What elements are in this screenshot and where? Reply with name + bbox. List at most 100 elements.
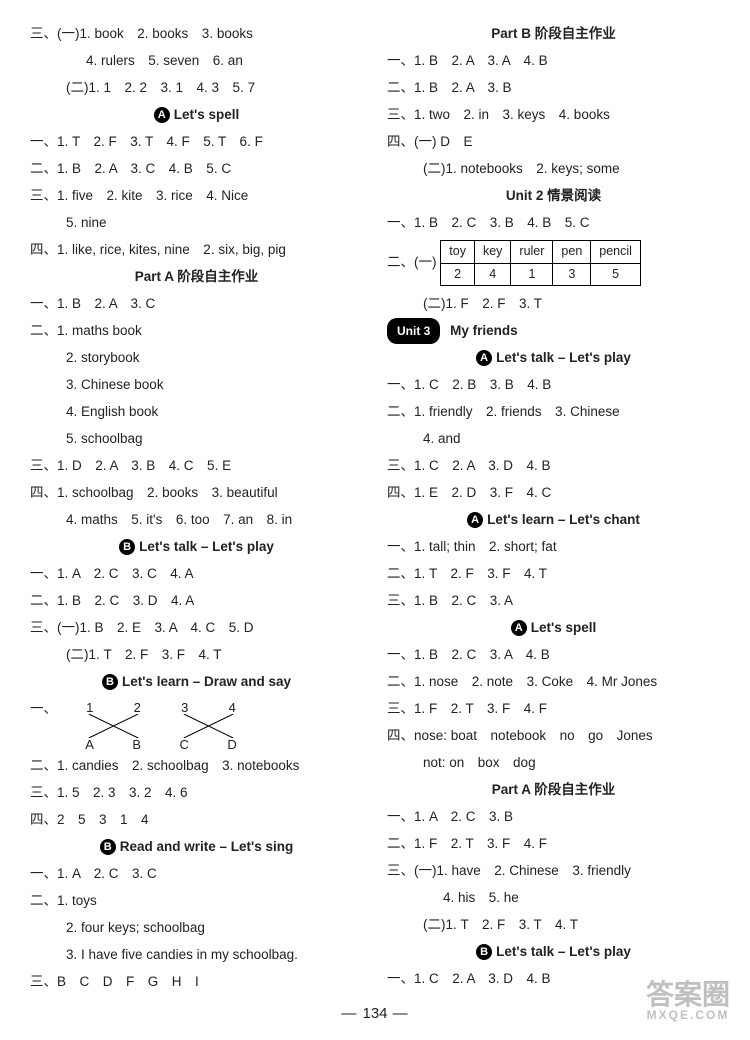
answer-line: 四、2 5 3 1 4 [30,806,363,833]
answer-line: 三、(一)1. book 2. books 3. books [30,20,363,47]
circle-a-icon: A [467,512,483,528]
table-cell: ruler [511,241,553,264]
answer-line: 二、1. T 2. F 3. F 4. T [387,560,720,587]
answer-line: 一、1. C 2. B 3. B 4. B [387,371,720,398]
answer-line: 三、1. D 2. A 3. B 4. C 5. E [30,452,363,479]
table-data-row: 2 4 1 3 5 [441,263,641,286]
matching-table: toy key ruler pen pencil 2 4 1 3 5 [440,240,641,286]
answer-line: 三、1. five 2. kite 3. rice 4. Nice [30,182,363,209]
unit-badge: Unit 3 [387,318,440,344]
answer-line: 三、1. F 2. T 3. F 4. F [387,695,720,722]
answer-line: 四、1. E 2. D 3. F 4. C [387,479,720,506]
matching-diagram: 1 2 3 4 A B C D [66,700,256,752]
answer-line: 一、1. tall; thin 2. short; fat [387,533,720,560]
answer-line: 一、1. B 2. A 3. A 4. B [387,47,720,74]
right-column: Part B 阶段自主作业 一、1. B 2. A 3. A 4. B 二、1.… [387,20,720,995]
answer-line: 二、1. nose 2. note 3. Coke 4. Mr Jones [387,668,720,695]
answer-line: 二、1. friendly 2. friends 3. Chinese [387,398,720,425]
table-cell: key [474,241,510,264]
answer-line: 二、1. F 2. T 3. F 4. F [387,830,720,857]
answer-line: 二、1. B 2. C 3. D 4. A [30,587,363,614]
section-heading: Part A 阶段自主作业 [30,263,363,290]
answer-line: 一、1. A 2. C 3. B [387,803,720,830]
diagram-label: B [132,737,141,752]
heading-text: Let's spell [174,107,239,122]
table-cell: 2 [441,263,475,286]
unit-heading: Unit 3 My friends [387,317,720,344]
section-heading: A Let's learn – Let's chant [387,506,720,533]
unit-title: My friends [450,323,518,338]
circle-b-icon: B [102,674,118,690]
answer-line: 3. Chinese book [30,371,363,398]
table-row-line: 二、(一) toy key ruler pen pencil 2 4 1 3 5 [387,236,720,290]
diagram-label: C [180,737,189,752]
table-cell: 5 [591,263,641,286]
table-cell: 4 [474,263,510,286]
answer-line: 四、1. like, rice, kites, nine 2. six, big… [30,236,363,263]
answer-line: (二)1. notebooks 2. keys; some [387,155,720,182]
answer-line: 一、1. B 2. C 3. A 4. B [387,641,720,668]
circle-a-icon: A [511,620,527,636]
circle-b-icon: B [119,539,135,555]
answer-line: 一、1. A 2. C 3. C 4. A [30,560,363,587]
answer-line: not: on box dog [387,749,720,776]
section-heading: B Let's talk – Let's play [30,533,363,560]
section-heading: BRead and write – Let's sing [30,833,363,860]
answer-line: 一、1. B 2. A 3. C [30,290,363,317]
diagram-label: D [227,737,236,752]
answer-line: 三、1. B 2. C 3. A [387,587,720,614]
list-marker: 二、(一) [387,255,437,270]
answer-line: 4. maths 5. it's 6. too 7. an 8. in [30,506,363,533]
section-heading: Part A 阶段自主作业 [387,776,720,803]
circle-b-icon: B [100,839,116,855]
answer-line: 5. nine [30,209,363,236]
heading-text: Let's talk – Let's play [139,539,274,554]
answer-line: 三、(一)1. have 2. Chinese 3. friendly [387,857,720,884]
answer-line: 4. and [387,425,720,452]
table-cell: pencil [591,241,641,264]
table-cell: 3 [553,263,591,286]
table-cell: toy [441,241,475,264]
answer-line: 4. rulers 5. seven 6. an [30,47,363,74]
answer-line: 二、1. candies 2. schoolbag 3. notebooks [30,752,363,779]
heading-text: Let's learn – Draw and say [122,674,291,689]
section-heading: A Let's spell [30,101,363,128]
answer-line: 四、nose: boat notebook no go Jones [387,722,720,749]
answer-line: 4. his 5. he [387,884,720,911]
table-header-row: toy key ruler pen pencil [441,241,641,264]
answer-line: 二、1. B 2. A 3. B [387,74,720,101]
section-heading: Part B 阶段自主作业 [387,20,720,47]
section-heading: BLet's talk – Let's play [387,938,720,965]
answer-line: 一、1. C 2. A 3. D 4. B [387,965,720,992]
diagram-bottom-row: A B C D [66,737,256,752]
table-cell: pen [553,241,591,264]
answer-line: 二、1. B 2. A 3. C 4. B 5. C [30,155,363,182]
diagram-label: 2 [134,700,141,715]
page-number-value: 134 [362,1005,387,1022]
diagram-label: 3 [181,700,188,715]
diagram-label: 1 [86,700,93,715]
page-number: — 134 — [0,1005,750,1022]
heading-text: Let's learn – Let's chant [487,512,640,527]
heading-text: Let's spell [531,620,596,635]
section-heading: B Let's learn – Draw and say [30,668,363,695]
heading-text: Let's talk – Let's play [496,350,631,365]
answer-line: 一、1. A 2. C 3. C [30,860,363,887]
diagram-label: 4 [229,700,236,715]
content-columns: 三、(一)1. book 2. books 3. books 4. rulers… [30,20,720,995]
answer-line: 2. four keys; schoolbag [30,914,363,941]
answer-line: (二)1. T 2. F 3. F 4. T [30,641,363,668]
answer-line: 三、1. C 2. A 3. D 4. B [387,452,720,479]
answer-line: 一、1. B 2. C 3. B 4. B 5. C [387,209,720,236]
left-column: 三、(一)1. book 2. books 3. books 4. rulers… [30,20,363,995]
circle-a-icon: A [154,107,170,123]
section-heading: A Let's spell [387,614,720,641]
answer-line: 二、1. toys [30,887,363,914]
answer-line: 三、1. two 2. in 3. keys 4. books [387,101,720,128]
answer-line: 四、1. schoolbag 2. books 3. beautiful [30,479,363,506]
heading-text: Let's talk – Let's play [496,944,631,959]
diagram-label: A [85,737,94,752]
answer-line: 三、1. 5 2. 3 3. 2 4. 6 [30,779,363,806]
answer-line: 三、B C D F G H I [30,968,363,995]
diagram-top-row: 1 2 3 4 [66,700,256,715]
